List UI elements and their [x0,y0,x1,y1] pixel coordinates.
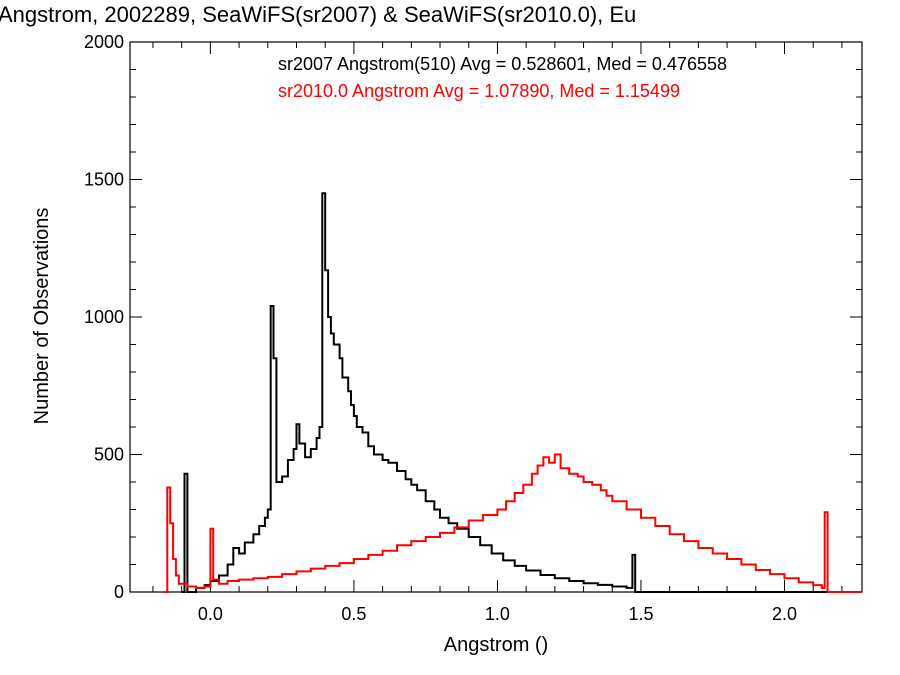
x-tick-label: 1.0 [485,604,510,624]
y-tick-label: 500 [94,445,124,465]
y-tick-label: 1500 [84,170,124,190]
y-tick-label: 0 [114,582,124,602]
x-tick-label: 0.0 [198,604,223,624]
series-layer [164,192,862,593]
y-tick-label: 1000 [84,307,124,327]
series-sr2007-line [181,192,862,593]
x-axis-ticks: 0.0 0.5 1.0 1.5 2.0 [152,42,843,624]
legend-entry-sr2007: sr2007 Angstrom(510) Avg = 0.528601, Med… [278,54,727,74]
series-sr2010-line [164,453,862,593]
plot-frame [129,41,863,593]
y-axis-label: Number of Observations [31,208,53,425]
x-tick-label: 2.0 [772,604,797,624]
legend-entry-sr2010: sr2010.0 Angstrom Avg = 1.07890, Med = 1… [278,81,680,101]
x-axis-label: Angstrom () [444,634,548,656]
y-tick-label: 2000 [84,32,124,52]
chart-title: Angstrom, 2002289, SeaWiFS(sr2007) & Sea… [0,2,636,27]
x-tick-label: 1.5 [628,604,653,624]
y-axis-ticks: 0 500 1000 1500 2000 [84,32,862,602]
x-tick-label: 0.5 [341,604,366,624]
